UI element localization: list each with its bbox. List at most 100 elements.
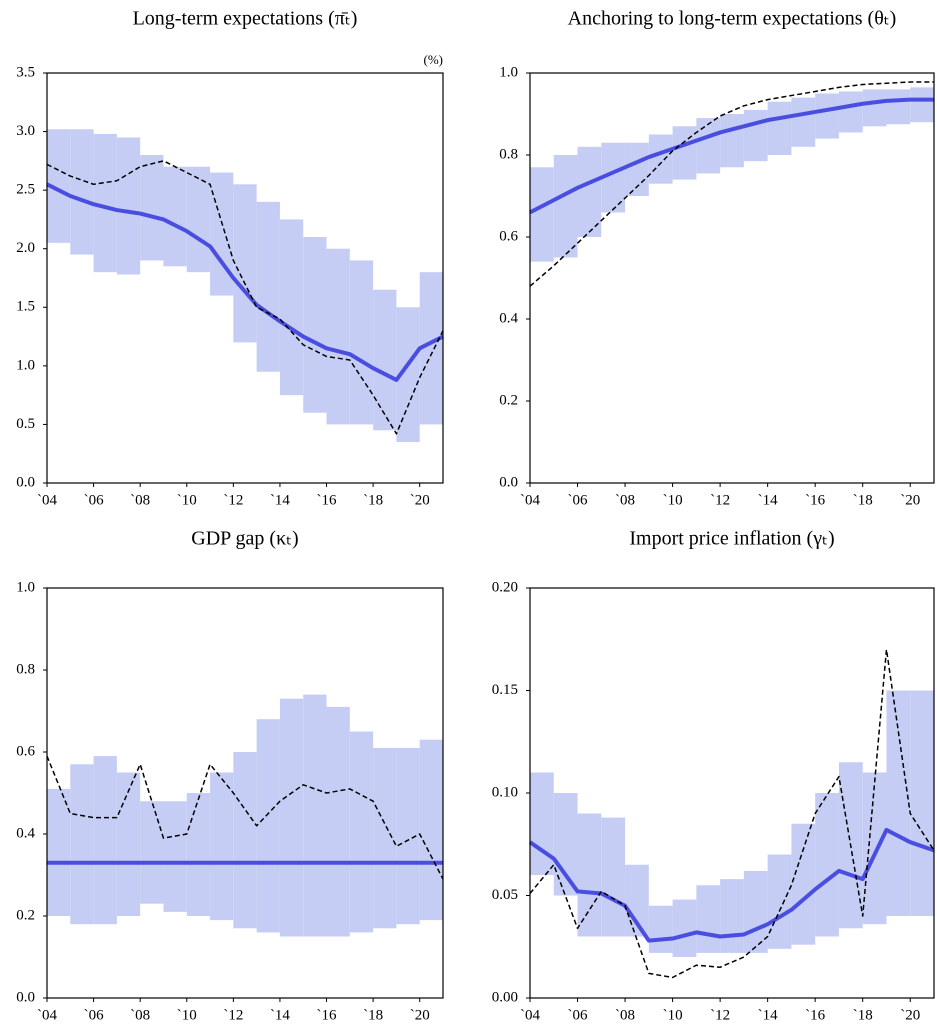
band: [672, 899, 697, 957]
y-tick-label: 3.5: [16, 64, 35, 80]
band: [530, 167, 554, 262]
band: [326, 706, 350, 937]
x-tick-label: `16: [805, 1007, 825, 1023]
band: [210, 172, 234, 296]
x-tick-label: `18: [363, 492, 383, 508]
band: [186, 793, 211, 916]
band: [233, 752, 257, 929]
x-tick-label: `18: [853, 1007, 873, 1023]
x-tick-label: `06: [84, 492, 104, 508]
band: [47, 788, 71, 916]
band: [601, 817, 626, 937]
y-tick-label: 0.4: [16, 825, 35, 841]
band: [910, 87, 934, 123]
y-tick-label: 1.0: [16, 579, 35, 595]
band: [93, 133, 117, 273]
x-tick-label: `06: [568, 492, 588, 508]
band: [743, 870, 768, 953]
band: [140, 801, 164, 904]
band: [70, 764, 94, 925]
x-tick-label: `10: [663, 1007, 683, 1023]
y-tick-label: 1.0: [16, 357, 35, 373]
panel: Anchoring to long-term expectations (θₜ)…: [499, 8, 935, 508]
band: [163, 166, 187, 267]
band: [791, 823, 816, 945]
x-tick-label: `20: [900, 492, 920, 508]
x-tick-label: `08: [130, 492, 150, 508]
band: [256, 719, 280, 933]
band: [256, 201, 280, 372]
band: [116, 137, 141, 275]
y-tick-label: 0.0: [16, 474, 35, 490]
median-line: [529, 97, 934, 215]
annotation: (%): [424, 52, 444, 67]
x-tick-label: `12: [223, 492, 243, 508]
y-tick-label: 0.05: [492, 887, 518, 903]
band: [279, 698, 304, 937]
band: [140, 155, 164, 261]
band: [815, 93, 839, 139]
x-tick-label: `20: [410, 1007, 430, 1023]
band: [163, 801, 187, 912]
panel: GDP gap (κₜ) 0.0 0.2 0.4 0.6 0.8 1.0 `04 `06 `08 `…: [16, 528, 444, 1023]
y-tick-label: 1.0: [499, 64, 518, 80]
band: [720, 879, 744, 953]
band: [577, 813, 602, 937]
y-tick-label: 1.5: [16, 299, 35, 315]
dashed-line: [529, 648, 935, 979]
band: [625, 864, 649, 937]
x-tick-label: `14: [270, 1007, 290, 1023]
band: [838, 91, 863, 133]
band: [553, 155, 578, 258]
band: [326, 248, 350, 425]
x-tick-label: `08: [615, 492, 635, 508]
band: [303, 237, 327, 413]
band: [696, 885, 721, 953]
band: [396, 747, 420, 925]
band: [116, 772, 141, 916]
band: [720, 114, 744, 168]
x-tick-label: `04: [520, 492, 540, 508]
band: [815, 793, 839, 937]
band: [419, 739, 443, 921]
y-tick-label: 2.0: [16, 240, 35, 256]
x-tick-label: `10: [663, 492, 683, 508]
y-tick-label: 0.4: [499, 310, 518, 326]
band: [419, 272, 443, 425]
band: [648, 905, 673, 953]
x-tick-label: `08: [130, 1007, 150, 1023]
y-tick-label: 0.2: [16, 907, 35, 923]
x-tick-label: `04: [520, 1007, 540, 1023]
y-tick-label: 0.8: [16, 661, 35, 677]
x-tick-label: `04: [37, 1007, 57, 1023]
chart-title: GDP gap (κₜ): [191, 528, 298, 550]
x-tick-label: `16: [317, 492, 337, 508]
band: [70, 129, 94, 255]
band: [862, 772, 887, 925]
band: [186, 166, 211, 273]
y-tick-label: 0.15: [492, 682, 518, 698]
y-tick-label: 0.2: [499, 392, 518, 408]
x-tick-label: `14: [270, 492, 290, 508]
x-tick-label: `12: [710, 1007, 730, 1023]
x-tick-label: `06: [84, 1007, 104, 1023]
band: [767, 101, 792, 155]
x-tick-label: `14: [758, 492, 778, 508]
band: [349, 260, 374, 425]
median-line: [528, 827, 935, 943]
x-tick-label: `16: [805, 492, 825, 508]
panel: Long-term expectations (π̄ₜ) (%) 0.0 0.5 1.0…: [16, 8, 444, 508]
x-tick-label: `18: [853, 492, 873, 508]
x-tick-label: `10: [177, 492, 197, 508]
x-tick-label: `14: [758, 1007, 778, 1023]
band: [791, 97, 816, 147]
band: [373, 747, 397, 929]
band: [648, 134, 673, 184]
x-tick-label: `20: [410, 492, 430, 508]
x-tick-label: `12: [223, 1007, 243, 1023]
y-tick-label: 2.5: [16, 182, 35, 198]
x-tick-label: `04: [37, 492, 57, 508]
band: [349, 731, 374, 933]
chart-title: Import price inflation (γₜ): [629, 528, 834, 550]
y-tick-label: 0.5: [16, 416, 35, 432]
